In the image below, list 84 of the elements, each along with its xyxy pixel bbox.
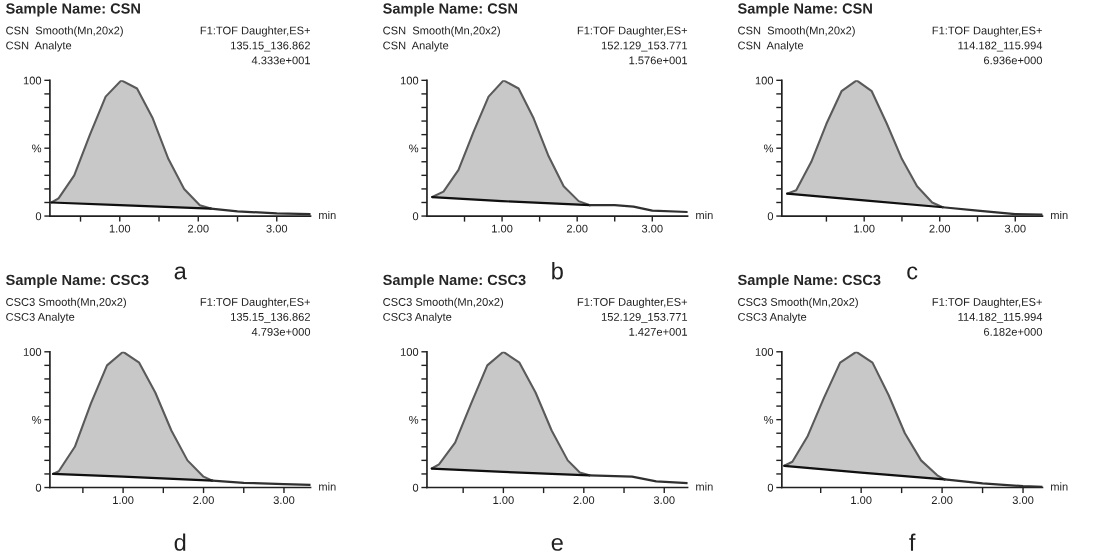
- text: 114.182_115.994: [958, 41, 1043, 52]
- text: 152.129_153.771: [601, 41, 688, 52]
- x-tick-label: 1.00: [854, 224, 875, 233]
- x-tick-label: 2.00: [566, 224, 588, 233]
- x-tick-label: 1.00: [113, 496, 134, 505]
- x-axis-title: min: [1051, 210, 1068, 219]
- x-tick-label: 3.00: [1004, 224, 1026, 233]
- x-axis-title: min: [319, 210, 336, 219]
- text: F1:TOF Daughter,ES+: [932, 297, 1042, 309]
- text: CSC3 Analyte: [6, 312, 75, 324]
- x-tick-label: 1.00: [492, 224, 513, 233]
- x-tick-label: 1.00: [109, 224, 131, 233]
- x-tick-label: 3.00: [641, 224, 663, 233]
- y-tick-label: 0: [412, 212, 419, 221]
- x-tick-label: 3.00: [273, 496, 295, 505]
- x-tick-label: 2.00: [188, 224, 209, 233]
- text: 1.576e+001: [629, 56, 688, 65]
- text: 4.793e+000: [251, 327, 311, 336]
- text: CSN Analyte: [383, 41, 449, 52]
- text: CSN Smooth(Mn,20x2): [738, 26, 855, 37]
- text: e: [551, 537, 563, 551]
- text: 114.182_115.994: [958, 312, 1043, 323]
- y-tick-label: 100: [755, 76, 774, 85]
- text: CSN Analyte: [6, 41, 72, 52]
- text: 6.182e+000: [984, 327, 1043, 336]
- text: c: [907, 266, 918, 280]
- y-tick-label: %: [764, 144, 774, 153]
- x-axis-title: min: [319, 482, 336, 491]
- chart-title: Sample Name: CSN: [737, 2, 872, 17]
- y-tick-label: 100: [400, 348, 419, 356]
- text: F1:TOF Daughter,ES+: [577, 26, 688, 37]
- y-tick-label: %: [32, 415, 42, 424]
- y-tick-label: 0: [35, 483, 42, 492]
- y-tick-label: %: [32, 144, 42, 153]
- text: F1:TOF Daughter,ES+: [200, 297, 310, 309]
- text: 135.15_136.862: [231, 41, 310, 52]
- text: F1:TOF Daughter,ES+: [200, 26, 310, 37]
- x-tick-label: 2.00: [193, 496, 214, 505]
- text: 1.427e+001: [629, 327, 688, 336]
- text: 6.936e+000: [984, 56, 1043, 65]
- x-axis-title: min: [696, 482, 713, 491]
- x-tick-label: 1.00: [851, 496, 872, 505]
- text: CSN Analyte: [738, 41, 804, 52]
- x-tick-label: 3.00: [1012, 496, 1034, 505]
- text: CSC3 Smooth(Mn,20x2): [383, 297, 503, 309]
- text: CSN Smooth(Mn,20x2): [383, 26, 500, 37]
- y-tick-label: 0: [767, 212, 774, 221]
- chart-title: Sample Name: CSC3: [737, 274, 881, 288]
- chart-title: Sample Name: CSN: [6, 2, 140, 17]
- text: CSN Smooth(Mn,20x2): [6, 26, 123, 37]
- text: 4.333e+001: [251, 56, 310, 65]
- text: f: [909, 533, 916, 551]
- chart-title: Sample Name: CSC3: [383, 274, 526, 288]
- text: F1:TOF Daughter,ES+: [932, 26, 1042, 37]
- x-tick-label: 3.00: [266, 224, 288, 233]
- y-tick-label: %: [764, 415, 774, 424]
- x-tick-label: 2.00: [929, 224, 951, 233]
- text: CSC3 Analyte: [738, 312, 807, 324]
- y-tick-label: 100: [400, 76, 419, 85]
- chart-title: Sample Name: CSC3: [6, 274, 149, 288]
- text: CSC3 Smooth(Mn,20x2): [6, 297, 126, 309]
- x-tick-label: 2.00: [573, 496, 595, 505]
- y-tick-label: 100: [23, 76, 42, 85]
- y-tick-label: 0: [767, 483, 774, 492]
- text: 135.15_136.862: [231, 312, 310, 323]
- x-axis-title: min: [1051, 482, 1068, 491]
- text: CSC3 Analyte: [383, 312, 452, 324]
- y-tick-label: 100: [23, 348, 42, 356]
- text: 152.129_153.771: [601, 312, 688, 323]
- chart-title: Sample Name: CSN: [383, 2, 518, 17]
- y-tick-label: %: [409, 144, 419, 153]
- y-tick-label: %: [409, 415, 419, 424]
- text: CSC3 Smooth(Mn,20x2): [738, 297, 858, 309]
- x-tick-label: 2.00: [931, 496, 953, 505]
- text: d: [174, 533, 186, 551]
- text: b: [552, 262, 563, 280]
- text: a: [174, 266, 187, 280]
- y-tick-label: 0: [412, 483, 419, 492]
- x-axis-title: min: [696, 210, 713, 219]
- text: F1:TOF Daughter,ES+: [577, 297, 688, 309]
- x-tick-label: 1.00: [493, 496, 514, 505]
- x-tick-label: 3.00: [653, 496, 675, 505]
- y-tick-label: 0: [35, 212, 42, 221]
- y-tick-label: 100: [755, 348, 774, 356]
